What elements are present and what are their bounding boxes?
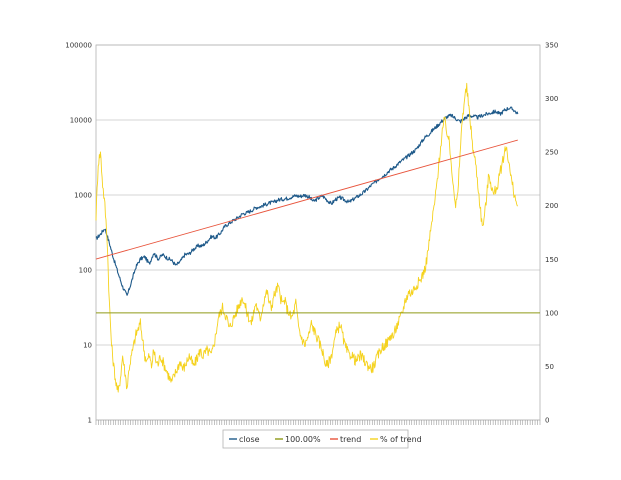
y-left-tick-label: 10 (83, 342, 92, 350)
y-right-tick-label: 250 (545, 149, 558, 157)
y-right-tick-label: 50 (545, 363, 554, 371)
x-axis-ticks (95, 420, 541, 425)
y-right-tick-label: 200 (545, 202, 558, 210)
series-line-trend (95, 139, 518, 260)
y-right-tick-label: 100 (545, 309, 558, 317)
y-right-tick-label: 300 (545, 95, 558, 103)
y-right-tick-label: 150 (545, 256, 558, 264)
y-left-tick-label: 1 (88, 417, 92, 425)
legend-label: 100.00% (285, 435, 321, 444)
y-left-tick-label: 1000 (74, 192, 92, 200)
series-lines (95, 82, 540, 393)
y-left-tick-label: 10000 (70, 117, 92, 125)
y-right-tick-label: 350 (545, 42, 558, 50)
axes: 1 10 100 1000 10000 100000 0 50 100 150 200 250 300 3… (65, 42, 558, 425)
legend-box (222, 429, 409, 449)
legend-label: close (239, 435, 260, 444)
y-right-tick-label: 0 (545, 417, 549, 425)
legend-label: % of trend (380, 435, 422, 444)
series-line-of-trend (95, 82, 518, 393)
series-line-close (95, 106, 519, 296)
legend: close 100.00% trend % of trend (222, 429, 422, 449)
y-left-tick-label: 100 (79, 267, 92, 275)
y-left-tick-label: 100000 (65, 42, 92, 50)
legend-label: trend (340, 435, 361, 444)
